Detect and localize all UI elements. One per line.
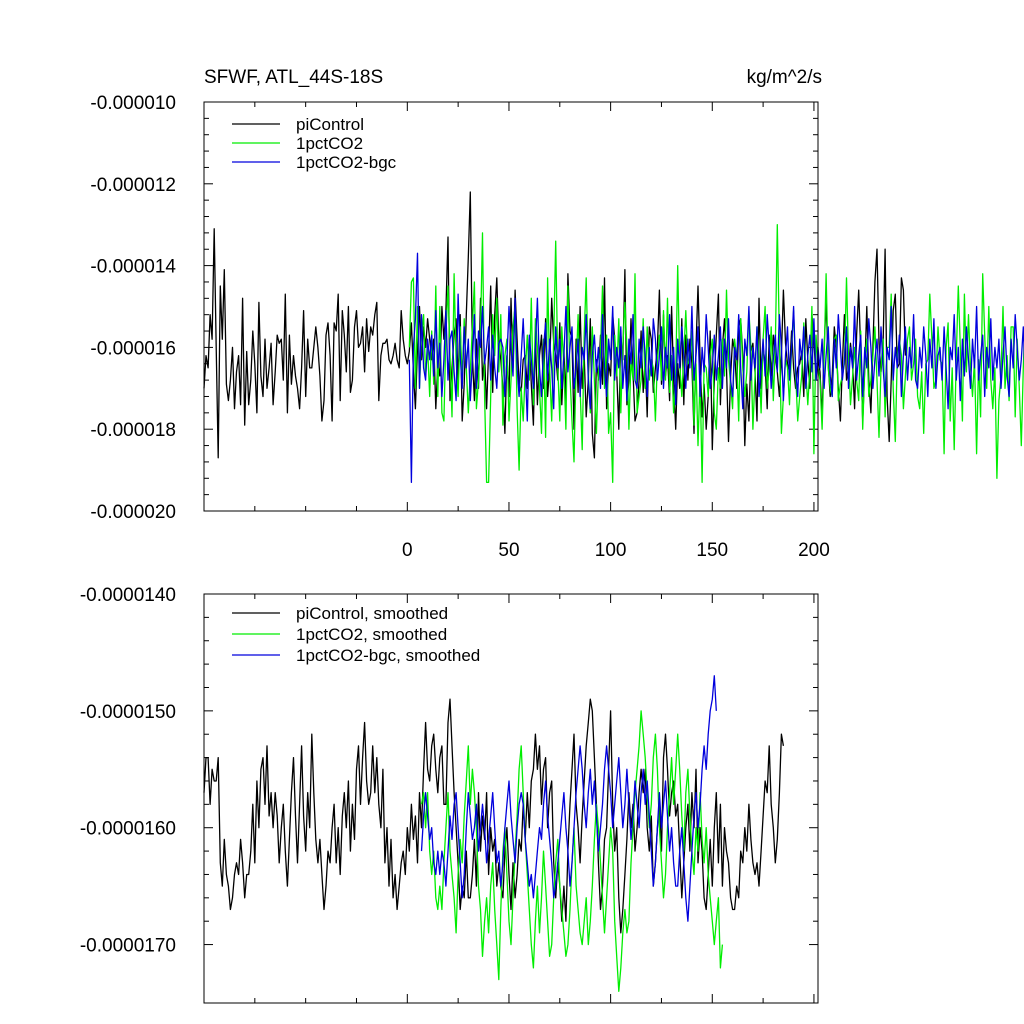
legend-label-1pctco2: 1pctCO2 <box>296 134 363 153</box>
legend-label-1pctco2-smoothed: 1pctCO2, smoothed <box>296 625 447 644</box>
top-x-tick-label: 200 <box>798 540 830 561</box>
top-y-tick-label: -0.000020 <box>90 502 176 523</box>
bottom-panel-series <box>203 675 785 992</box>
top-x-tick-label: 150 <box>696 540 728 561</box>
top-y-tick-label: -0.000014 <box>90 257 176 278</box>
legend-label-picontrol-smoothed: piControl, smoothed <box>296 604 448 623</box>
top-panel-units: kg/m^2/s <box>747 67 822 88</box>
top-x-tick-label: 50 <box>498 540 519 561</box>
bottom-series-1pctco2-bgc-smoothed <box>420 675 717 922</box>
top-panel-ticks: -0.000010 -0.000012 -0.000014 -0.000016 -0.0… <box>90 93 829 561</box>
top-series-1pctco2 <box>408 224 1024 484</box>
bottom-y-tick-label: -0.0000150 <box>80 702 176 723</box>
top-panel-legend: piControl 1pctCO2 1pctCO2-bgc <box>232 115 397 172</box>
top-panel-frame <box>203 101 819 512</box>
top-y-tick-label: -0.000018 <box>90 420 176 441</box>
bottom-panel-ticks: -0.0000140 -0.0000150 -0.0000160 -0.0000170 <box>80 585 818 1003</box>
bottom-panel: -0.0000140 -0.0000150 -0.0000160 -0.0000170… <box>80 585 819 1004</box>
top-y-tick-label: -0.000010 <box>90 93 176 114</box>
bottom-panel-frame <box>203 593 819 1004</box>
bottom-series-picontrol-smoothed <box>203 698 785 934</box>
top-series-1pctco2-bgc <box>408 252 1024 484</box>
bottom-y-tick-label: -0.0000160 <box>80 819 176 840</box>
top-panel-title: SFWF, ATL_44S-18S <box>204 67 383 88</box>
top-y-tick-label: -0.000016 <box>90 338 176 359</box>
legend-label-1pctco2-bgc: 1pctCO2-bgc <box>296 153 397 172</box>
bottom-y-tick-label: -0.0000170 <box>80 936 176 957</box>
top-x-tick-label: 100 <box>595 540 627 561</box>
top-series-picontrol <box>203 191 907 459</box>
bottom-y-tick-label: -0.0000140 <box>80 585 176 606</box>
top-y-tick-label: -0.000012 <box>90 175 176 196</box>
top-panel: SFWF, ATL_44S-18S kg/m^2/s -0.000010-0.0… <box>90 67 1024 561</box>
bottom-panel-legend: piControl, smoothed 1pctCO2, smoothed 1p… <box>232 604 480 665</box>
legend-label-picontrol: piControl <box>296 115 364 134</box>
legend-label-1pctco2-bgc-smoothed: 1pctCO2-bgc, smoothed <box>296 646 480 665</box>
top-panel-series <box>203 191 1024 484</box>
top-x-tick-label: 0 <box>402 540 413 561</box>
